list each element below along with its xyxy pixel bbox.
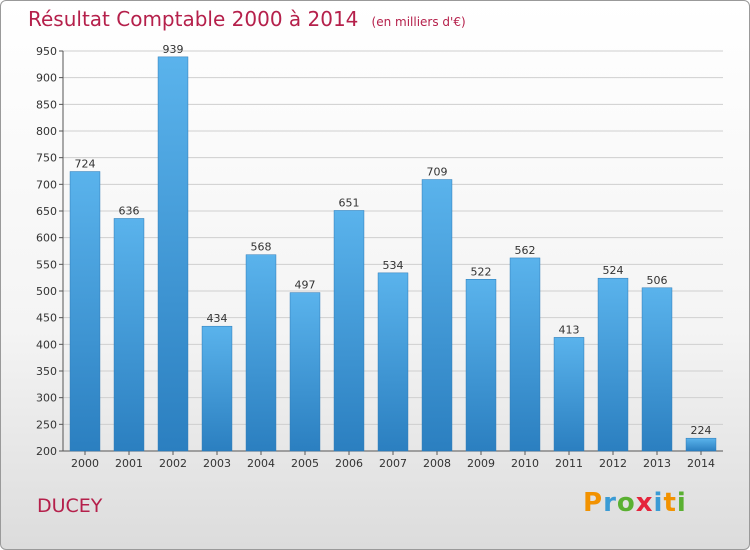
data-label: 651	[339, 196, 360, 209]
bar	[421, 179, 453, 452]
data-label: 497	[295, 279, 316, 292]
x-tick-labels: 2000 2001 2002 2003 2004 2005 2006 2007 2008 2009…	[71, 457, 715, 470]
data-label: 939	[163, 43, 184, 56]
x-tick-label: 2001	[115, 457, 143, 470]
data-label: 524	[603, 264, 624, 277]
data-label: 224	[691, 424, 712, 437]
y-tick-label: 900	[36, 72, 57, 85]
x-tick-label: 2005	[291, 457, 319, 470]
logo-letter: o	[616, 488, 636, 518]
bar	[641, 287, 673, 452]
y-tick-label: 250	[36, 418, 57, 431]
proxiti-logo[interactable]: Proxiti	[583, 488, 687, 518]
x-tick-label: 2011	[555, 457, 583, 470]
bar	[377, 272, 409, 452]
y-tick-label: 650	[36, 205, 57, 218]
data-label: 709	[427, 166, 448, 179]
x-tick-label: 2013	[643, 457, 671, 470]
bar	[201, 325, 233, 452]
data-label: 434	[207, 312, 228, 325]
data-label: 522	[471, 265, 492, 278]
bars	[69, 56, 717, 452]
bar	[69, 171, 101, 452]
x-tick-label: 2004	[247, 457, 275, 470]
bar	[685, 437, 717, 452]
data-label: 506	[647, 274, 668, 287]
y-tick-label: 800	[36, 125, 57, 138]
y-tick-label: 350	[36, 365, 57, 378]
logo-letter: t	[663, 488, 677, 518]
x-tick-label: 2002	[159, 457, 187, 470]
data-labels: 724 636 939 434 568 497 651 534 709 522 562 413 524 5…	[75, 43, 712, 437]
bar	[509, 257, 541, 452]
y-tick-label: 600	[36, 232, 57, 245]
x-tick-label: 2000	[71, 457, 99, 470]
logo-letter: r	[603, 488, 617, 518]
y-tick-label: 550	[36, 258, 57, 271]
y-tick-label: 750	[36, 152, 57, 165]
x-tick-label: 2010	[511, 457, 539, 470]
x-tick-label: 2006	[335, 457, 363, 470]
data-label: 413	[559, 323, 580, 336]
bar	[289, 292, 321, 452]
logo-letter: i	[676, 488, 687, 518]
bar	[333, 210, 365, 452]
x-tick-label: 2014	[687, 457, 715, 470]
data-label: 724	[75, 158, 96, 171]
y-tick-label: 500	[36, 285, 57, 298]
logo-letter: i	[653, 488, 664, 518]
logo-letter: P	[583, 488, 604, 518]
commune-name: DUCEY	[37, 495, 103, 517]
bar	[113, 218, 145, 452]
logo-letter: x	[635, 488, 654, 518]
chart-title: Résultat Comptable 2000 à 2014	[28, 7, 359, 31]
y-tick-label: 300	[36, 392, 57, 405]
data-label: 636	[119, 204, 140, 217]
y-tick-label: 950	[36, 45, 57, 58]
data-label: 568	[251, 241, 272, 254]
y-tick-label: 200	[36, 445, 57, 458]
x-tick-label: 2009	[467, 457, 495, 470]
y-tick-labels: 200 250 300 350 400 450 500 550 600 650 700 750 800 8…	[36, 45, 57, 458]
bar	[553, 337, 585, 452]
bar	[597, 277, 629, 452]
title-row: Résultat Comptable 2000 à 2014 (en milli…	[28, 7, 466, 31]
data-label: 534	[383, 259, 404, 272]
chart-subtitle: (en milliers d'€)	[371, 15, 466, 29]
bar	[465, 279, 497, 452]
x-tick-label: 2003	[203, 457, 231, 470]
x-tick-label: 2008	[423, 457, 451, 470]
y-tick-label: 400	[36, 338, 57, 351]
x-tick-label: 2012	[599, 457, 627, 470]
data-label: 562	[515, 244, 536, 257]
y-tick-label: 850	[36, 98, 57, 111]
bar	[157, 56, 189, 452]
bar	[245, 254, 277, 452]
x-tick-label: 2007	[379, 457, 407, 470]
y-tick-label: 450	[36, 312, 57, 325]
y-tick-label: 700	[36, 178, 57, 191]
